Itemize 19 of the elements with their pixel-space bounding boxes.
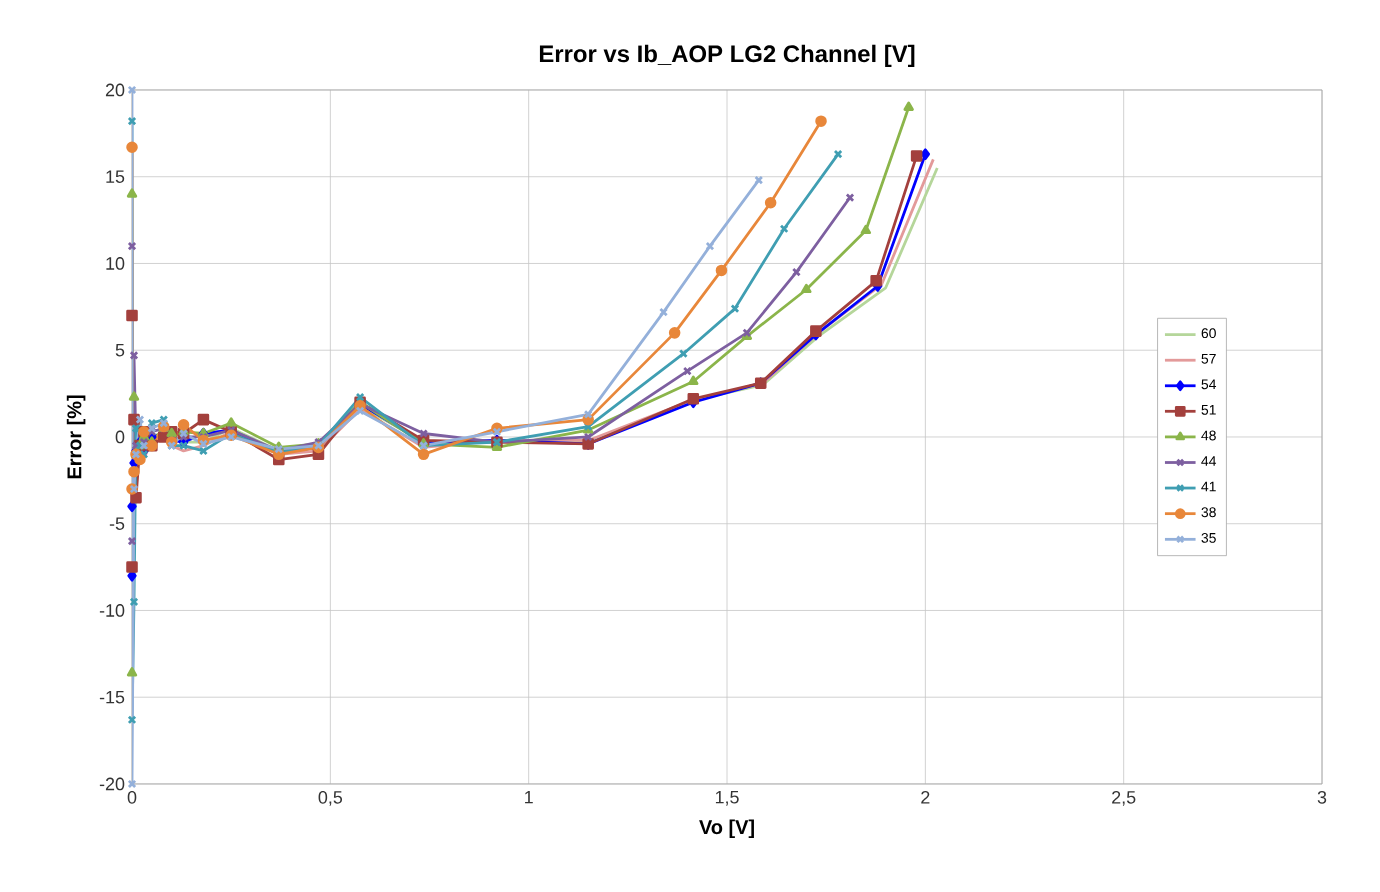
y-tick-label: 0 — [115, 430, 125, 444]
y-tick-label: 10 — [106, 257, 125, 270]
y-tick-label: -15 — [99, 690, 125, 704]
y-tick-label: 20 — [105, 83, 125, 97]
y-tick-label: -20 — [99, 777, 125, 791]
x-tick-label: 0,5 — [318, 791, 343, 806]
y-tick-label: -10 — [99, 604, 125, 617]
x-tick-label: 3 — [1317, 791, 1327, 804]
x-tick-label: 1 — [525, 791, 533, 804]
y-tick-label: 5 — [115, 343, 125, 357]
chart-title: Error vs Ib_AOP LG2 Channel [V] — [539, 44, 915, 67]
x-tick-label: 1,5 — [715, 791, 739, 806]
y-tick-label: 15 — [106, 170, 125, 183]
x-tick-label: 2,5 — [1112, 791, 1136, 806]
x-axis-title: Vo [V] — [699, 819, 754, 839]
x-tick-label: 0 — [127, 791, 137, 804]
y-axis-title: Error [%] — [66, 395, 86, 479]
x-tick-label: 2 — [921, 791, 930, 804]
y-tick-label: -5 — [109, 517, 125, 530]
